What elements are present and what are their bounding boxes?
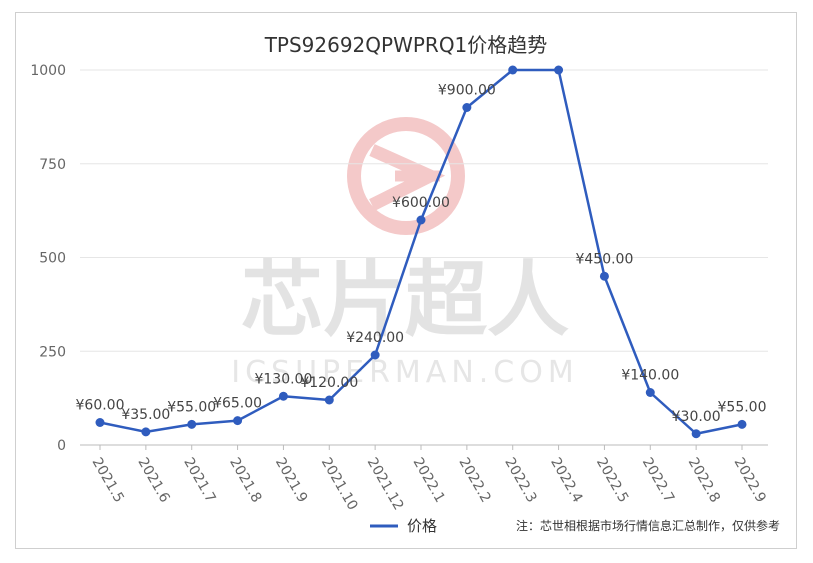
data-label: ¥35.00 bbox=[121, 407, 170, 423]
x-tick-label: 2021.6 bbox=[134, 455, 172, 506]
x-tick-label: 2021.8 bbox=[226, 455, 264, 505]
y-axis-ticks: 0 250 500 750 1000 bbox=[30, 63, 66, 454]
x-tick-label: 2022.3 bbox=[501, 455, 539, 505]
data-point[interactable] bbox=[416, 215, 426, 225]
data-point[interactable] bbox=[95, 418, 105, 427]
data-point[interactable] bbox=[324, 395, 334, 405]
x-tick-label: 2022.5 bbox=[593, 455, 631, 505]
legend-label: 价格 bbox=[407, 517, 437, 535]
source-note: 注：芯世相根据市场行情信息汇总制作，仅供参考 bbox=[516, 518, 780, 533]
data-label: ¥65.00 bbox=[213, 396, 262, 412]
y-tick-label: 250 bbox=[39, 344, 66, 360]
legend[interactable]: 价格 bbox=[370, 517, 437, 535]
x-tick-label: 2021.5 bbox=[89, 455, 127, 505]
watermark-site: ICSUPERMAN.COM bbox=[231, 355, 579, 390]
data-point[interactable] bbox=[599, 271, 609, 281]
data-point[interactable] bbox=[278, 391, 288, 401]
x-tick-label: 2021.7 bbox=[180, 455, 218, 505]
data-label: ¥120.00 bbox=[300, 375, 358, 391]
x-tick-label: 2021.9 bbox=[272, 455, 310, 505]
x-tick-label: 2022.9 bbox=[731, 455, 769, 505]
x-tick-label: 2021.10 bbox=[318, 455, 361, 513]
watermark-logo-icon bbox=[347, 117, 465, 235]
chart-frame bbox=[15, 12, 797, 549]
data-point[interactable] bbox=[691, 429, 701, 439]
data-point[interactable] bbox=[187, 419, 197, 429]
x-axis-ticks: 2021.5 2021.6 2021.7 2021.8 2021.9 2021.10 202… bbox=[89, 445, 769, 513]
x-tick-label: 2022.1 bbox=[410, 455, 448, 505]
data-point[interactable] bbox=[462, 103, 472, 112]
x-tick-label: 2022.7 bbox=[639, 455, 677, 505]
x-tick-label: 2021.12 bbox=[364, 455, 407, 513]
data-label: ¥140.00 bbox=[621, 368, 679, 384]
data-label: ¥450.00 bbox=[575, 251, 633, 267]
data-labels: ¥60.00¥35.00¥55.00¥65.00¥130.00¥120.00¥2… bbox=[76, 83, 767, 425]
y-tick-label: 0 bbox=[57, 438, 66, 454]
data-label: ¥55.00 bbox=[718, 399, 767, 415]
y-tick-label: 1000 bbox=[30, 63, 66, 79]
data-label: ¥30.00 bbox=[672, 409, 721, 425]
y-tick-label: 750 bbox=[39, 157, 66, 173]
data-point[interactable] bbox=[233, 416, 243, 426]
data-point[interactable] bbox=[370, 350, 380, 360]
series-price bbox=[95, 65, 747, 439]
data-point[interactable] bbox=[645, 388, 655, 397]
chart-title: TPS92692QPWPRQ1价格趋势 bbox=[264, 33, 548, 57]
data-label: ¥130.00 bbox=[254, 371, 312, 387]
x-tick-label: 2022.2 bbox=[455, 455, 493, 505]
x-tick-label: 2022.8 bbox=[685, 455, 723, 505]
data-point[interactable] bbox=[737, 419, 747, 429]
data-point[interactable] bbox=[508, 65, 518, 75]
y-tick-label: 500 bbox=[39, 251, 66, 267]
data-label: ¥240.00 bbox=[346, 330, 404, 346]
grid-lines bbox=[80, 69, 768, 446]
x-tick-label: 2022.4 bbox=[547, 455, 585, 506]
data-label: ¥55.00 bbox=[167, 399, 216, 415]
data-label: ¥600.00 bbox=[392, 195, 450, 211]
data-point[interactable] bbox=[141, 427, 151, 437]
data-label: ¥900.00 bbox=[438, 83, 496, 99]
data-point[interactable] bbox=[554, 65, 564, 75]
data-label: ¥60.00 bbox=[76, 398, 125, 414]
